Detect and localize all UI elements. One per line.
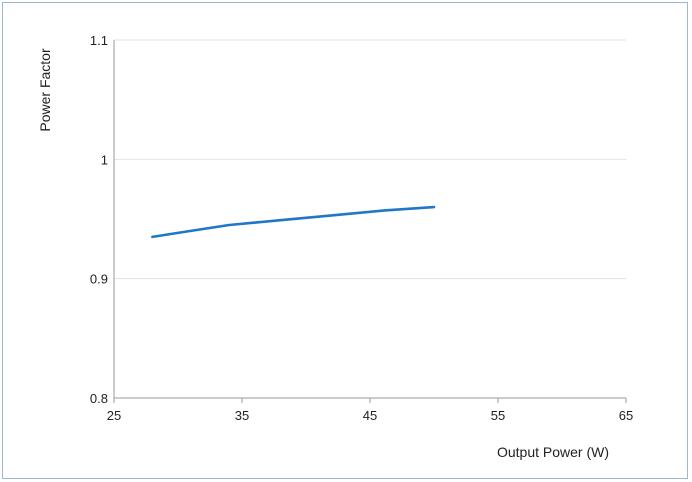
y-tick-label-0: 0.8 [90,391,108,406]
x-axis-title: Output Power (W) [497,444,609,460]
y-tick-label-1: 0.9 [90,272,108,287]
x-tick-label-4: 65 [619,408,633,423]
y-tick-labels: 0.8 0.9 1 1.1 [90,33,108,406]
grid-lines [114,39,626,280]
y-tick-label-3: 1.1 [90,33,108,48]
axes [113,40,627,403]
series-line-0 [151,205,436,239]
y-tick-label-2: 1 [101,152,108,167]
x-tick-label-0: 25 [107,408,121,423]
x-tick-label-2: 45 [363,408,377,423]
x-tick-label-3: 55 [491,408,505,423]
x-tick-labels: 25 35 45 55 65 [107,408,633,423]
y-axis-title: Power Factor [37,48,53,132]
x-tick-label-1: 35 [235,408,249,423]
series-layer [151,205,436,239]
